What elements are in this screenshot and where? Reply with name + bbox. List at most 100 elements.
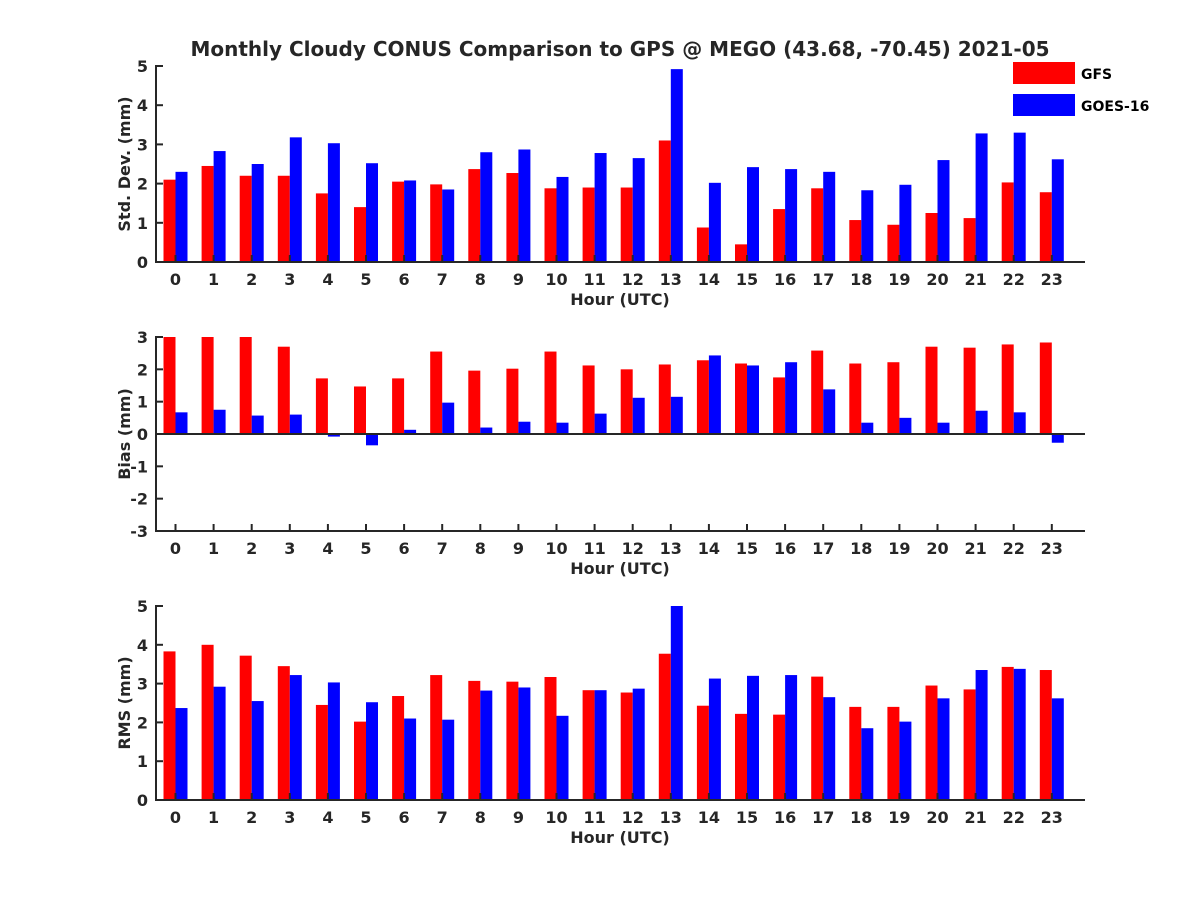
bar-bias-goes16-h11 [594,413,607,434]
x-tick-label-bias: 16 [774,539,796,558]
x-tick-label-bias: 22 [1003,539,1025,558]
x-tick-label-bias: 5 [360,539,371,558]
bar-rms-goes16-h17 [823,697,836,800]
y-tick-label-rms: 0 [137,791,148,810]
bar-rms-gfs-h19 [887,706,900,800]
bar-bias-gfs-h11 [582,365,595,434]
x-axis-label-rms: Hour (UTC) [570,828,670,847]
x-tick-label-stddev: 3 [284,270,295,289]
bar-stddev-gfs-h20 [925,213,938,262]
bar-bias-goes16-h9 [518,421,531,434]
x-tick-label-stddev: 7 [437,270,448,289]
bar-rms-goes16-h0 [175,708,188,800]
bar-rms-goes16-h8 [480,690,493,800]
bar-stddev-gfs-h18 [849,220,862,262]
x-tick-label-rms: 2 [246,808,257,827]
x-tick-label-rms: 9 [513,808,524,827]
y-axis-label-rms: RMS (mm) [115,656,134,749]
bar-rms-goes16-h16 [785,675,798,800]
bar-rms-goes16-h13 [670,606,683,800]
x-tick-label-rms: 8 [475,808,486,827]
y-tick-label-rms: 5 [137,597,148,616]
bar-rms-gfs-h3 [277,666,290,800]
bar-stddev-goes16-h21 [975,133,988,262]
bar-bias-goes16-h12 [632,397,645,434]
bar-stddev-gfs-h22 [1001,182,1014,262]
bar-rms-gfs-h14 [696,705,709,800]
bar-stddev-gfs-h4 [315,193,328,262]
bar-bias-goes16-h0 [175,412,188,434]
bar-stddev-gfs-h7 [430,184,443,262]
bar-rms-goes16-h7 [442,719,455,800]
x-tick-label-rms: 16 [774,808,796,827]
x-tick-label-rms: 20 [926,808,948,827]
bar-stddev-gfs-h19 [887,224,900,262]
figure-title: Monthly Cloudy CONUS Comparison to GPS @… [190,37,1049,61]
bar-stddev-goes16-h13 [670,69,683,262]
x-tick-label-rms: 12 [622,808,644,827]
y-tick-label-rms: 3 [137,675,148,694]
bar-rms-goes16-h6 [404,718,417,800]
bar-rms-gfs-h1 [201,644,214,800]
bar-stddev-goes16-h7 [442,189,455,262]
bar-rms-goes16-h5 [366,702,378,800]
bar-bias-goes16-h18 [861,422,874,434]
bar-rms-goes16-h3 [289,675,302,800]
x-tick-label-stddev: 6 [399,270,410,289]
x-tick-label-stddev: 17 [812,270,834,289]
y-tick-label-bias: -3 [130,522,148,541]
x-tick-label-rms: 6 [399,808,410,827]
bar-rms-gfs-h15 [735,713,747,800]
x-tick-label-bias: 8 [475,539,486,558]
x-tick-label-bias: 3 [284,539,295,558]
bar-bias-goes16-h10 [556,422,569,434]
x-tick-label-bias: 6 [399,539,410,558]
bar-stddev-gfs-h9 [506,173,519,262]
x-tick-label-bias: 15 [736,539,758,558]
legend-swatch-goes16 [1013,94,1075,116]
x-tick-label-stddev: 12 [622,270,644,289]
bar-bias-gfs-h15 [735,363,747,434]
x-tick-label-rms: 18 [850,808,872,827]
bar-stddev-gfs-h16 [773,209,786,262]
x-tick-label-stddev: 2 [246,270,257,289]
bar-rms-goes16-h11 [594,690,607,800]
legend: GFS GOES-16 [1013,62,1149,116]
x-tick-label-stddev: 4 [322,270,333,289]
bar-rms-goes16-h9 [518,687,531,800]
x-tick-label-bias: 1 [208,539,219,558]
bar-rms-gfs-h23 [1039,670,1052,800]
x-tick-label-bias: 21 [964,539,986,558]
bar-rms-gfs-h16 [773,714,786,800]
y-axis-label-bias: Bias (mm) [115,388,134,480]
bar-rms-gfs-h17 [811,676,824,800]
bar-stddev-gfs-h23 [1039,192,1052,262]
y-tick-label-bias: 0 [137,425,148,444]
bar-stddev-goes16-h5 [366,163,378,262]
bar-stddev-goes16-h15 [747,167,759,262]
x-tick-label-bias: 11 [583,539,605,558]
x-tick-label-stddev: 8 [475,270,486,289]
bar-bias-goes16-h2 [251,415,264,434]
bar-rms-goes16-h22 [1013,668,1026,800]
x-tick-label-stddev: 19 [888,270,910,289]
bar-bias-gfs-h3 [277,346,290,434]
x-tick-label-rms: 14 [698,808,720,827]
bar-rms-goes16-h14 [708,678,721,800]
bar-bias-gfs-h16 [773,377,786,434]
legend-label-goes16: GOES-16 [1081,99,1149,115]
y-tick-label-rms: 4 [137,636,148,655]
bar-rms-goes16-h15 [747,675,759,800]
x-tick-label-stddev: 10 [545,270,567,289]
bar-stddev-gfs-h2 [239,175,252,262]
bar-rms-gfs-h13 [658,653,671,800]
bar-bias-gfs-h4 [315,378,328,434]
bar-bias-goes16-h22 [1013,412,1026,434]
x-tick-label-rms: 21 [964,808,986,827]
bar-rms-goes16-h23 [1051,698,1064,800]
x-tick-label-bias: 2 [246,539,257,558]
x-tick-label-stddev: 21 [964,270,986,289]
